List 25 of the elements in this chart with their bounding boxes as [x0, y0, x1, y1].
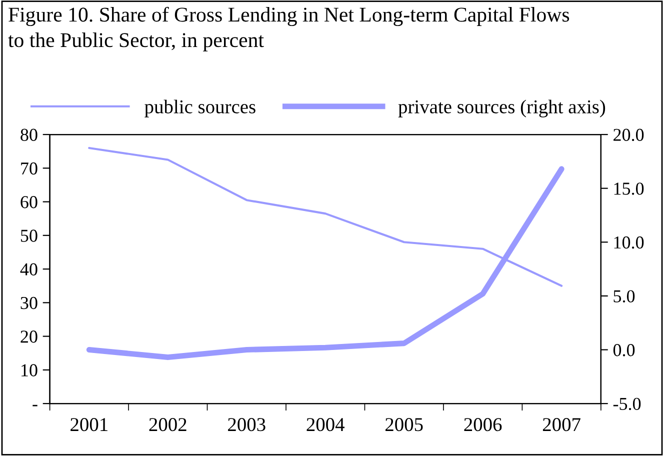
y-tick-label: 50 — [20, 230, 38, 242]
legend-label: private sources (right axis) — [398, 100, 606, 118]
legend-label: public sources — [144, 100, 256, 118]
chart-title: Figure 10. Share of Gross Lending in Net Long-term Capital Flows to the Public Sector, in percent — [8, 6, 570, 52]
y2-tick-label: 10.0 — [614, 236, 644, 249]
x-tick-label: 2004 — [306, 418, 344, 432]
x-tick-label: 2005 — [386, 418, 423, 432]
y-tick-label: 60 — [20, 196, 38, 208]
y-tick-label: 70 — [21, 162, 38, 175]
x-tick-label: 2001 — [70, 418, 108, 432]
x-tick-label: 2002 — [149, 418, 186, 432]
y-tick-label: - — [32, 404, 38, 406]
x-tick-label: 2007 — [542, 418, 580, 432]
x-tick-label: 2006 — [464, 418, 502, 432]
y2-tick-label: 20.0 — [614, 128, 644, 142]
y-tick-label: 80 — [20, 128, 38, 141]
y2-tick-label: -5.0 — [613, 398, 641, 410]
x-tick-label: 2003 — [228, 418, 266, 432]
y-tick-label: 10 — [22, 364, 38, 376]
y-tick-label: 40 — [20, 263, 38, 276]
y-tick-label: 30 — [20, 296, 38, 310]
y2-tick-label: 0.0 — [613, 344, 635, 356]
y2-tick-label: 5.0 — [614, 290, 635, 302]
y-tick-label: 20 — [20, 330, 38, 343]
y2-tick-label: 15.0 — [614, 182, 644, 195]
